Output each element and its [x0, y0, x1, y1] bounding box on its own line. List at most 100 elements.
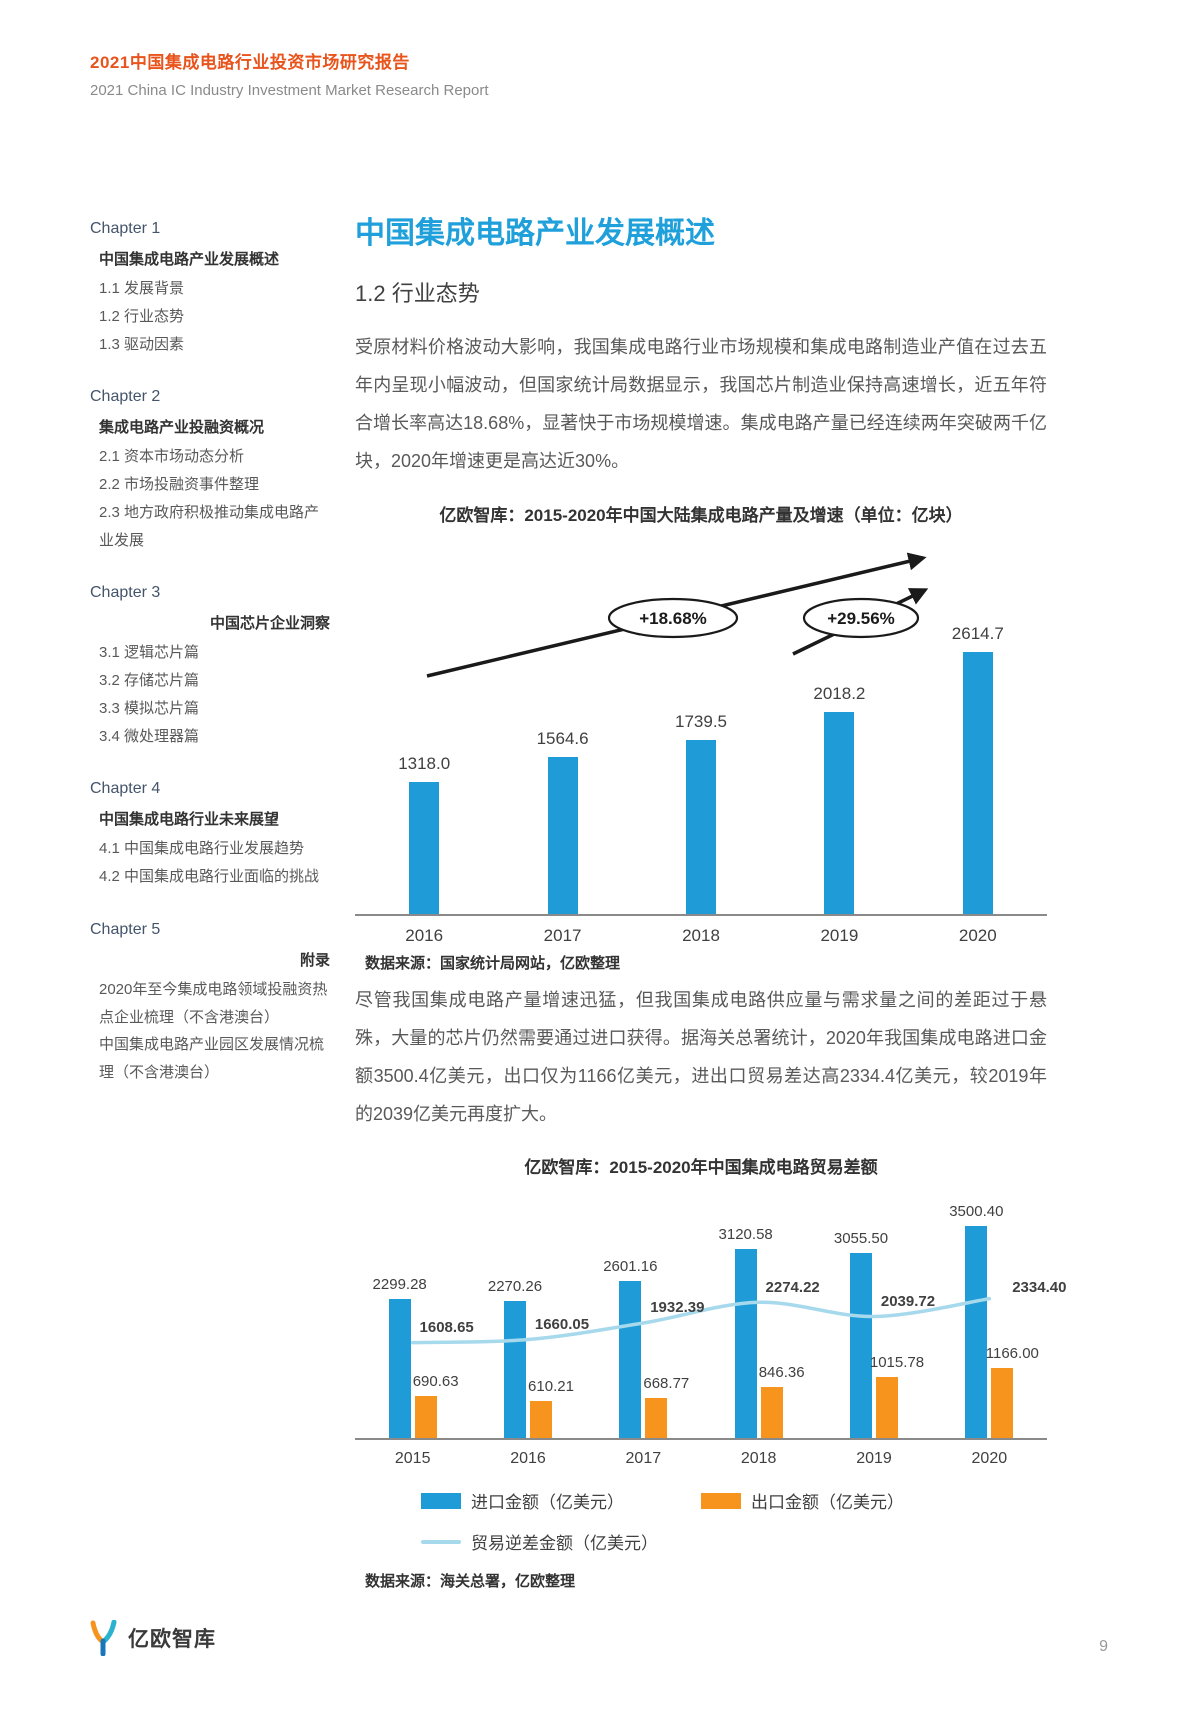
report-header: 2021中国集成电路行业投资市场研究报告 2021 China IC Indus… [90, 48, 489, 99]
toc-item[interactable]: 2.3 地方政府积极推动集成电路产业发展 [99, 503, 320, 549]
toc-item[interactable]: 3.3 模拟芯片篇 [99, 699, 200, 717]
toc-item[interactable]: 3.4 微处理器篇 [99, 727, 200, 745]
chapter-title[interactable]: 中国集成电路行业未来展望 [99, 811, 280, 829]
footer-logo: 亿欧智库 [86, 1620, 216, 1656]
production-bar [824, 711, 855, 914]
deficit-value-label: 1932.39 [650, 1299, 705, 1317]
toc-item[interactable]: 2020年至今集成电路领域投融资热点企业梳理（不含港澳台） [99, 980, 328, 1026]
export-bar [645, 1397, 668, 1439]
toc-item[interactable]: 中国集成电路产业园区发展情况梳理（不含港澳台） [99, 1036, 325, 1081]
import-value-label: 3055.50 [833, 1230, 889, 1248]
growth-annotation-1: +18.68% [639, 609, 707, 628]
x-axis-label: 2016 [405, 925, 444, 945]
deficit-value-label: 1660.05 [534, 1315, 590, 1333]
bar-value-label: 1318.0 [398, 753, 451, 773]
export-value-label: 846.36 [758, 1364, 805, 1382]
toc-item[interactable]: 2.2 市场投融资事件整理 [99, 476, 260, 493]
deficit-value-label: 2039.72 [880, 1292, 936, 1310]
legend-item-1: 进口金额（亿美元） [421, 1488, 701, 1513]
chart1-source: 数据来源：国家统计局网站，亿欧整理 [365, 954, 621, 972]
bar-value-label: 1739.5 [675, 711, 727, 731]
chapter-title[interactable]: 中国芯片企业洞察 [209, 615, 330, 633]
x-axis-label: 2020 [958, 925, 997, 945]
trade-chart: 2299.28 690.63 2015 2270.26 610.21 2016 2601.1… [355, 1190, 1066, 1470]
report-title-zh: 2021中国集成电路行业投资市场研究报告 [90, 53, 410, 72]
export-value-label: 610.21 [528, 1378, 574, 1396]
production-bar [686, 739, 716, 914]
legend-item-3: 贸易逆差金额（亿美元） [421, 1529, 701, 1554]
x-axis-label: 2018 [740, 1450, 777, 1468]
deficit-value-label: 2274.22 [765, 1278, 820, 1296]
growth-annotation-2: +29.56% [827, 609, 895, 628]
x-axis-label: 2019 [856, 1450, 892, 1468]
production-bar [547, 757, 578, 914]
page-number: 9 [1099, 1638, 1108, 1655]
toc-item[interactable]: 1.1 发展背景 [99, 280, 185, 297]
growth-annotation-ellipse-2 [802, 597, 920, 638]
chapter-title[interactable]: 附录 [299, 951, 330, 969]
toc-item[interactable]: 1.2 行业态势 [99, 307, 185, 325]
toc-chapter-5: Chapter 5 附录 2020年至今集成电路领域投融资热点企业梳理（不含港澳台）… [90, 921, 332, 1087]
legend-swatch-line [421, 1539, 461, 1544]
paragraph-2: 尽管我国集成电路产量增速迅猛，但我国集成电路供应量与需求量之间的差距过于悬殊，大… [355, 989, 1047, 1125]
toc-item[interactable]: 3.2 存储芯片篇 [99, 672, 200, 689]
import-value-label: 2270.26 [487, 1277, 543, 1295]
legend-label: 贸易逆差金额（亿美元） [471, 1534, 658, 1554]
toc-item[interactable]: 3.1 逻辑芯片篇 [99, 644, 200, 662]
growth-annotation-ellipse-1 [607, 597, 739, 638]
production-bar [409, 781, 440, 914]
legend-swatch-bar [701, 1492, 741, 1509]
deficit-value-label: 1608.65 [419, 1318, 474, 1336]
chart2-x-axis [355, 1438, 1047, 1441]
export-value-label: 668.77 [643, 1374, 690, 1392]
toc-item[interactable]: 4.2 中国集成电路行业面临的挑战 [99, 868, 320, 885]
bar-value-label: 2018.2 [813, 683, 866, 703]
bar-value-label: 1564.6 [536, 729, 589, 749]
main-content: 中国集成电路产业发展概述 1.2 行业态势 受原材料价格波动大影响，我国集成电路… [355, 200, 1066, 1599]
export-value-label: 1015.78 [869, 1353, 925, 1371]
chapter-title[interactable]: 集成电路产业投融资概况 [99, 419, 265, 437]
chart2-source: 数据来源：海关总署，亿欧整理 [365, 1573, 576, 1591]
x-axis-label: 2018 [682, 925, 720, 945]
chapter-label: Chapter 2 [90, 388, 161, 406]
chart1-title: 亿欧智库：2015-2020年中国大陆集成电路产量及增速（单位：亿块） [439, 505, 963, 525]
toc-item[interactable]: 1.3 驱动因素 [99, 335, 185, 353]
chapter-label: Chapter 4 [90, 780, 161, 798]
x-axis-label: 2020 [971, 1450, 1008, 1468]
x-axis-label: 2017 [543, 925, 582, 945]
export-bar [414, 1396, 437, 1439]
import-value-label: 2299.28 [372, 1276, 427, 1294]
chart2-legend: 进口金额（亿美元） 出口金额（亿美元） 贸易逆差金额（亿美元） [421, 1488, 981, 1554]
x-axis-label: 2015 [394, 1450, 431, 1468]
chapter-title[interactable]: 中国集成电路产业发展概述 [99, 251, 280, 268]
growth-arrow-icon: +18.68% +29.56% [426, 552, 929, 678]
footer-logo-text: 亿欧智库 [128, 1628, 216, 1651]
bar-value-label: 2614.7 [951, 624, 1004, 644]
toc-chapter-1: Chapter 1 中国集成电路产业发展概述 1.1 发展背景 1.2 行业态势 1.3… [90, 220, 332, 358]
export-value-label: 1166.00 [985, 1344, 1039, 1362]
chapter-label: Chapter 1 [90, 220, 161, 237]
legend-label: 出口金额（亿美元） [751, 1493, 904, 1513]
export-bar [876, 1376, 898, 1439]
toc-item[interactable]: 2.1 资本市场动态分析 [99, 448, 245, 466]
import-bar [965, 1226, 988, 1439]
paragraph-1: 受原材料价格波动大影响，我国集成电路行业市场规模和集成电路制造业产值在过去五年内… [355, 337, 1047, 472]
export-bar [530, 1401, 552, 1439]
x-axis-label: 2017 [625, 1450, 662, 1468]
toc-item[interactable]: 4.1 中国集成电路行业发展趋势 [99, 840, 305, 858]
export-value-label: 690.63 [412, 1373, 459, 1391]
x-axis-label: 2019 [820, 925, 859, 945]
chapter-label: Chapter 3 [90, 584, 161, 602]
import-value-label: 2601.16 [603, 1257, 658, 1275]
export-bar [991, 1367, 1014, 1439]
section-title: 1.2 行业态势 [355, 281, 480, 306]
deficit-value-label: 2334.40 [1012, 1278, 1067, 1296]
toc-chapter-4: Chapter 4 中国集成电路行业未来展望 4.1 中国集成电路行业发展趋势 4.2… [90, 780, 332, 891]
yiou-logo-icon [90, 1620, 117, 1656]
chapter-label: Chapter 5 [90, 920, 161, 938]
legend-item-2: 出口金额（亿美元） [701, 1488, 981, 1513]
toc-chapter-2: Chapter 2 集成电路产业投融资概况 2.1 资本市场动态分析 2.2 市场投融… [90, 388, 332, 554]
legend-label: 进口金额（亿美元） [471, 1493, 624, 1513]
chart1-x-axis [355, 913, 1047, 916]
page-title: 中国集成电路产业发展概述 [355, 217, 715, 250]
